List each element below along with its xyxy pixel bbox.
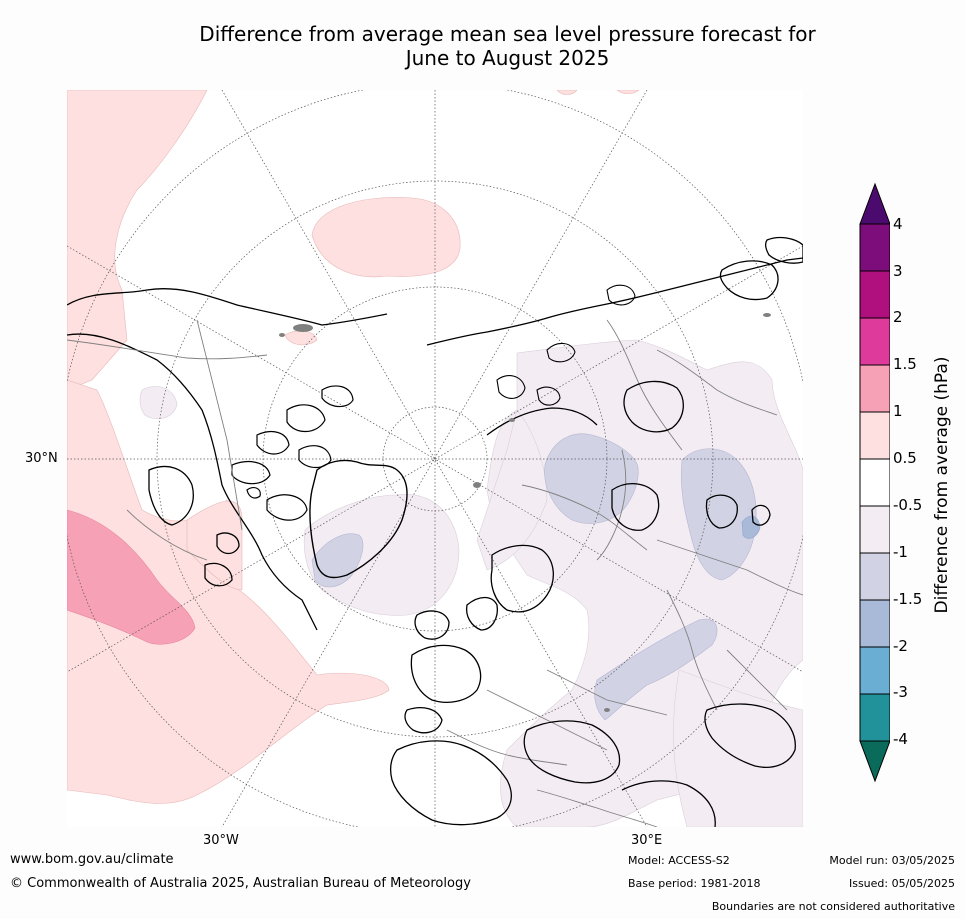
lakes bbox=[279, 313, 771, 712]
anomaly-positive-light bbox=[67, 90, 640, 804]
footer-copyright: © Commonwealth of Australia 2025, Austra… bbox=[10, 876, 471, 891]
eurasia-coast bbox=[390, 236, 803, 827]
chart-title: Difference from average mean sea level p… bbox=[130, 22, 885, 70]
arctic-islands bbox=[496, 284, 636, 406]
title-line-1: Difference from average mean sea level p… bbox=[199, 22, 816, 46]
colorbar-tick-label: -1.5 bbox=[893, 590, 923, 608]
colorbar-tick-label: -3 bbox=[893, 683, 908, 701]
colorbar-swatch bbox=[859, 317, 890, 366]
colorbar-swatch bbox=[859, 364, 890, 413]
colorbar-tick-label: -1 bbox=[893, 543, 908, 561]
colorbar-tick-label: 2 bbox=[893, 308, 903, 326]
footer-model: Model: ACCESS-S2 bbox=[628, 854, 730, 867]
footer-disclaimer: Boundaries are not considered authoritat… bbox=[711, 900, 955, 913]
colorbar-title: Difference from average (hPa) bbox=[932, 356, 952, 614]
colorbar-swatch bbox=[859, 458, 890, 507]
longitude-label-30e: 30°E bbox=[631, 833, 663, 848]
greenland-coast bbox=[309, 459, 408, 579]
footer-issued: Issued: 05/05/2025 bbox=[848, 877, 955, 890]
footer-base-period: Base period: 1981-2018 bbox=[628, 877, 761, 890]
national-borders bbox=[67, 319, 803, 827]
colorbar-tick-label: -0.5 bbox=[893, 496, 923, 514]
graticule bbox=[67, 90, 803, 827]
anomaly-negative-medium bbox=[311, 433, 757, 721]
polar-map bbox=[67, 90, 803, 827]
colorbar-swatch bbox=[859, 740, 890, 782]
footer-model-run: Model run: 03/05/2025 bbox=[829, 854, 955, 867]
colorbar-swatch bbox=[859, 599, 890, 648]
colorbar-swatch bbox=[859, 411, 890, 460]
colorbar-tick-label: 1.5 bbox=[893, 355, 917, 373]
colorbar-tick-label: -2 bbox=[893, 637, 908, 655]
north-america-coast bbox=[67, 288, 388, 631]
latitude-label-30n: 30°N bbox=[25, 451, 58, 466]
colorbar-tick-label: 4 bbox=[893, 215, 903, 233]
colorbar-tick-label: 3 bbox=[893, 262, 903, 280]
footer-website: www.bom.gov.au/climate bbox=[10, 852, 174, 867]
canadian-arctic-islands bbox=[231, 385, 354, 521]
colorbar-swatch bbox=[859, 693, 890, 742]
colorbar-tick-label: -4 bbox=[893, 730, 908, 748]
colorbar-swatch bbox=[859, 552, 890, 601]
title-line-2: June to August 2025 bbox=[405, 46, 610, 70]
colorbar-swatch bbox=[859, 182, 890, 225]
colorbar-swatch bbox=[859, 223, 890, 272]
longitude-label-30w: 30°W bbox=[203, 833, 239, 848]
colorbar bbox=[859, 182, 890, 782]
colorbar-swatch bbox=[859, 270, 890, 319]
anomaly-positive-medium bbox=[67, 509, 196, 645]
colorbar-tick-label: 1 bbox=[893, 402, 903, 420]
colorbar-tick-label: 0.5 bbox=[893, 449, 917, 467]
colorbar-swatch bbox=[859, 646, 890, 695]
anomaly-negative-strong bbox=[741, 515, 761, 539]
colorbar-swatch bbox=[859, 505, 890, 554]
